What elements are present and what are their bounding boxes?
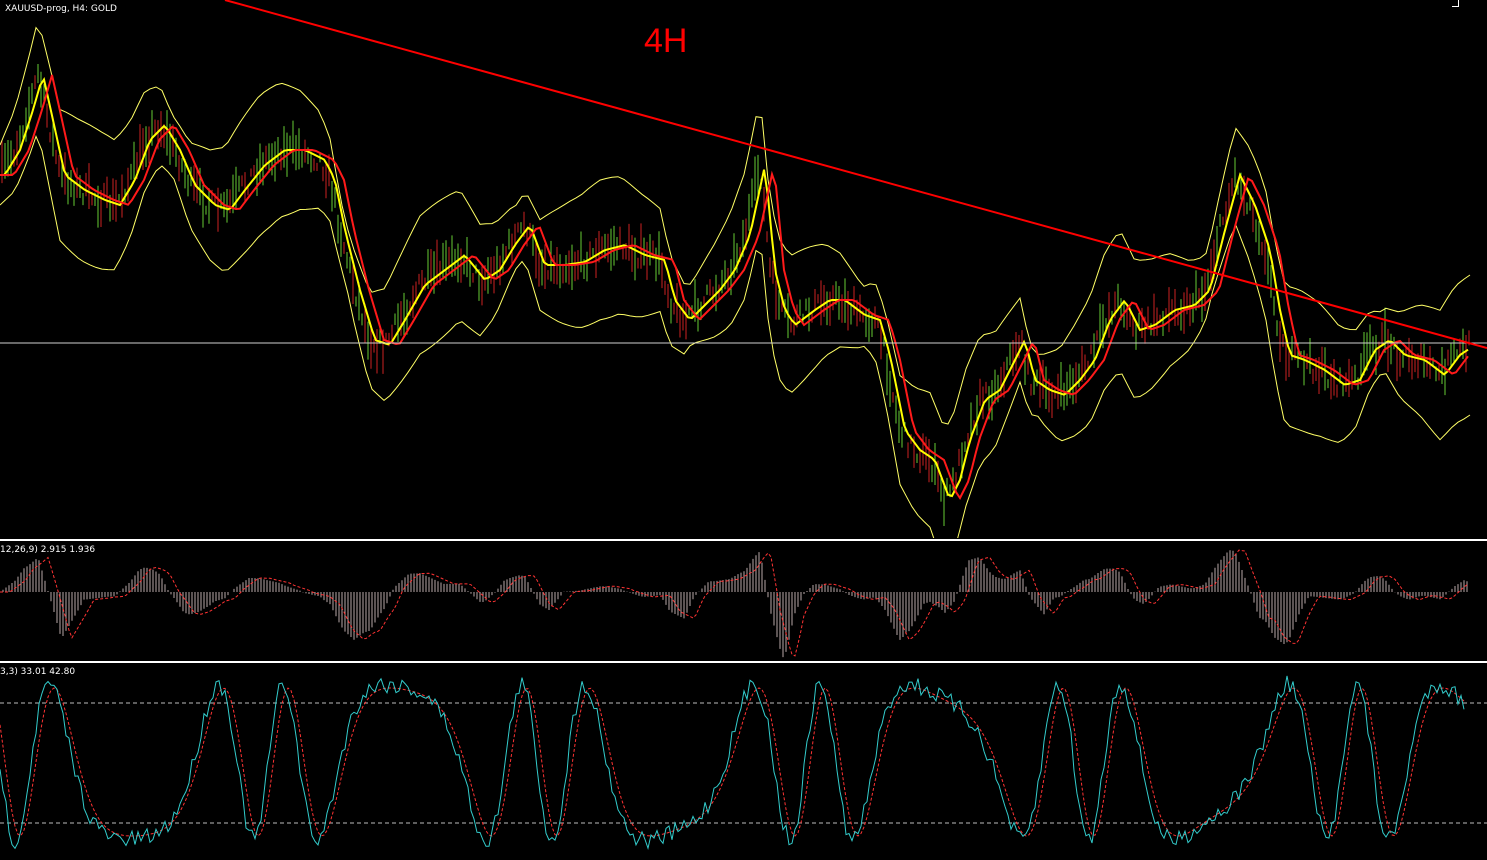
pane-separator[interactable] bbox=[0, 539, 1487, 541]
chart-symbol-label: XAUUSD-prog, H4: GOLD bbox=[5, 4, 117, 14]
chart-corner-icon bbox=[1452, 0, 1459, 7]
stochastic-pane[interactable]: 3,3) 33.01 42.80 bbox=[0, 664, 1487, 860]
macd-pane[interactable]: 12,26,9) 2.915 1.936 bbox=[0, 542, 1487, 660]
upper-band-line bbox=[0, 26, 1471, 425]
slow-moving-average-line bbox=[0, 74, 1469, 500]
fast-moving-average-line bbox=[0, 76, 1469, 498]
stochastic-signal-line bbox=[0, 687, 1465, 837]
stochastic-main-line bbox=[0, 675, 1465, 851]
price-chart-pane[interactable]: XAUUSD-prog, H4: GOLD 4H bbox=[0, 0, 1487, 538]
stochastic-indicator-label: 3,3) 33.01 42.80 bbox=[0, 667, 76, 677]
trendline bbox=[224, 0, 1487, 349]
stochastic-canvas[interactable] bbox=[0, 664, 1487, 860]
timeframe-annotation: 4H bbox=[644, 22, 688, 60]
macd-canvas[interactable] bbox=[0, 542, 1487, 660]
macd-indicator-label: 12,26,9) 2.915 1.936 bbox=[0, 545, 96, 555]
price-chart-canvas[interactable] bbox=[0, 0, 1487, 538]
macd-signal-line bbox=[0, 549, 1468, 657]
pane-separator[interactable] bbox=[0, 661, 1487, 663]
lower-band-line bbox=[0, 134, 1471, 538]
